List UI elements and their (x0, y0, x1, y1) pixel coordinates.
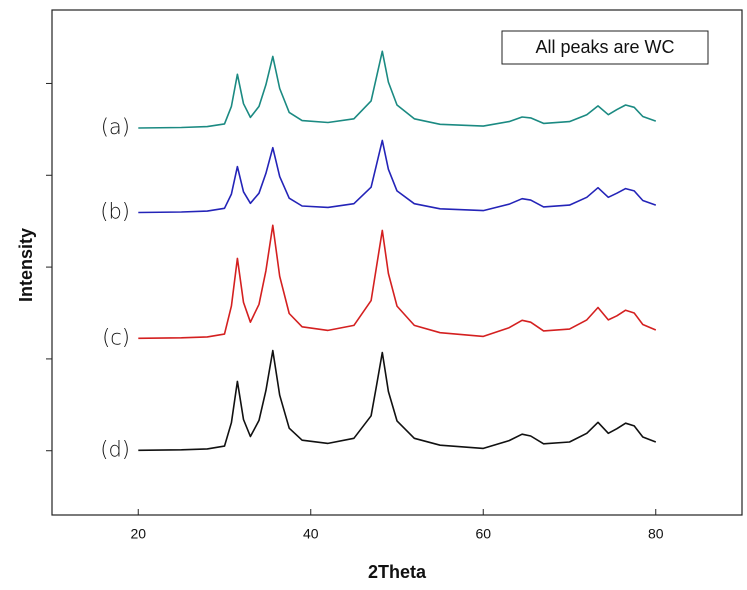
series-label: (b) (100, 199, 130, 223)
line-series (138, 139, 657, 214)
line-series (138, 50, 657, 129)
x-tick-label: 80 (648, 526, 664, 542)
y-axis-title: Intensity (16, 228, 36, 302)
annotation-box (501, 30, 709, 65)
series-label: (c) (102, 325, 130, 349)
line-series (138, 349, 657, 452)
x-tick-label: 20 (130, 526, 146, 542)
x-axis-title: 2Theta (368, 562, 427, 582)
x-tick-label: 60 (475, 526, 491, 542)
series-label: (a) (101, 115, 130, 139)
x-tick-label: 40 (303, 526, 319, 542)
plot-frame (51, 9, 743, 516)
series-label: (d) (100, 437, 130, 461)
line-series (138, 224, 657, 340)
annotation: All peaks are WC (535, 37, 674, 57)
